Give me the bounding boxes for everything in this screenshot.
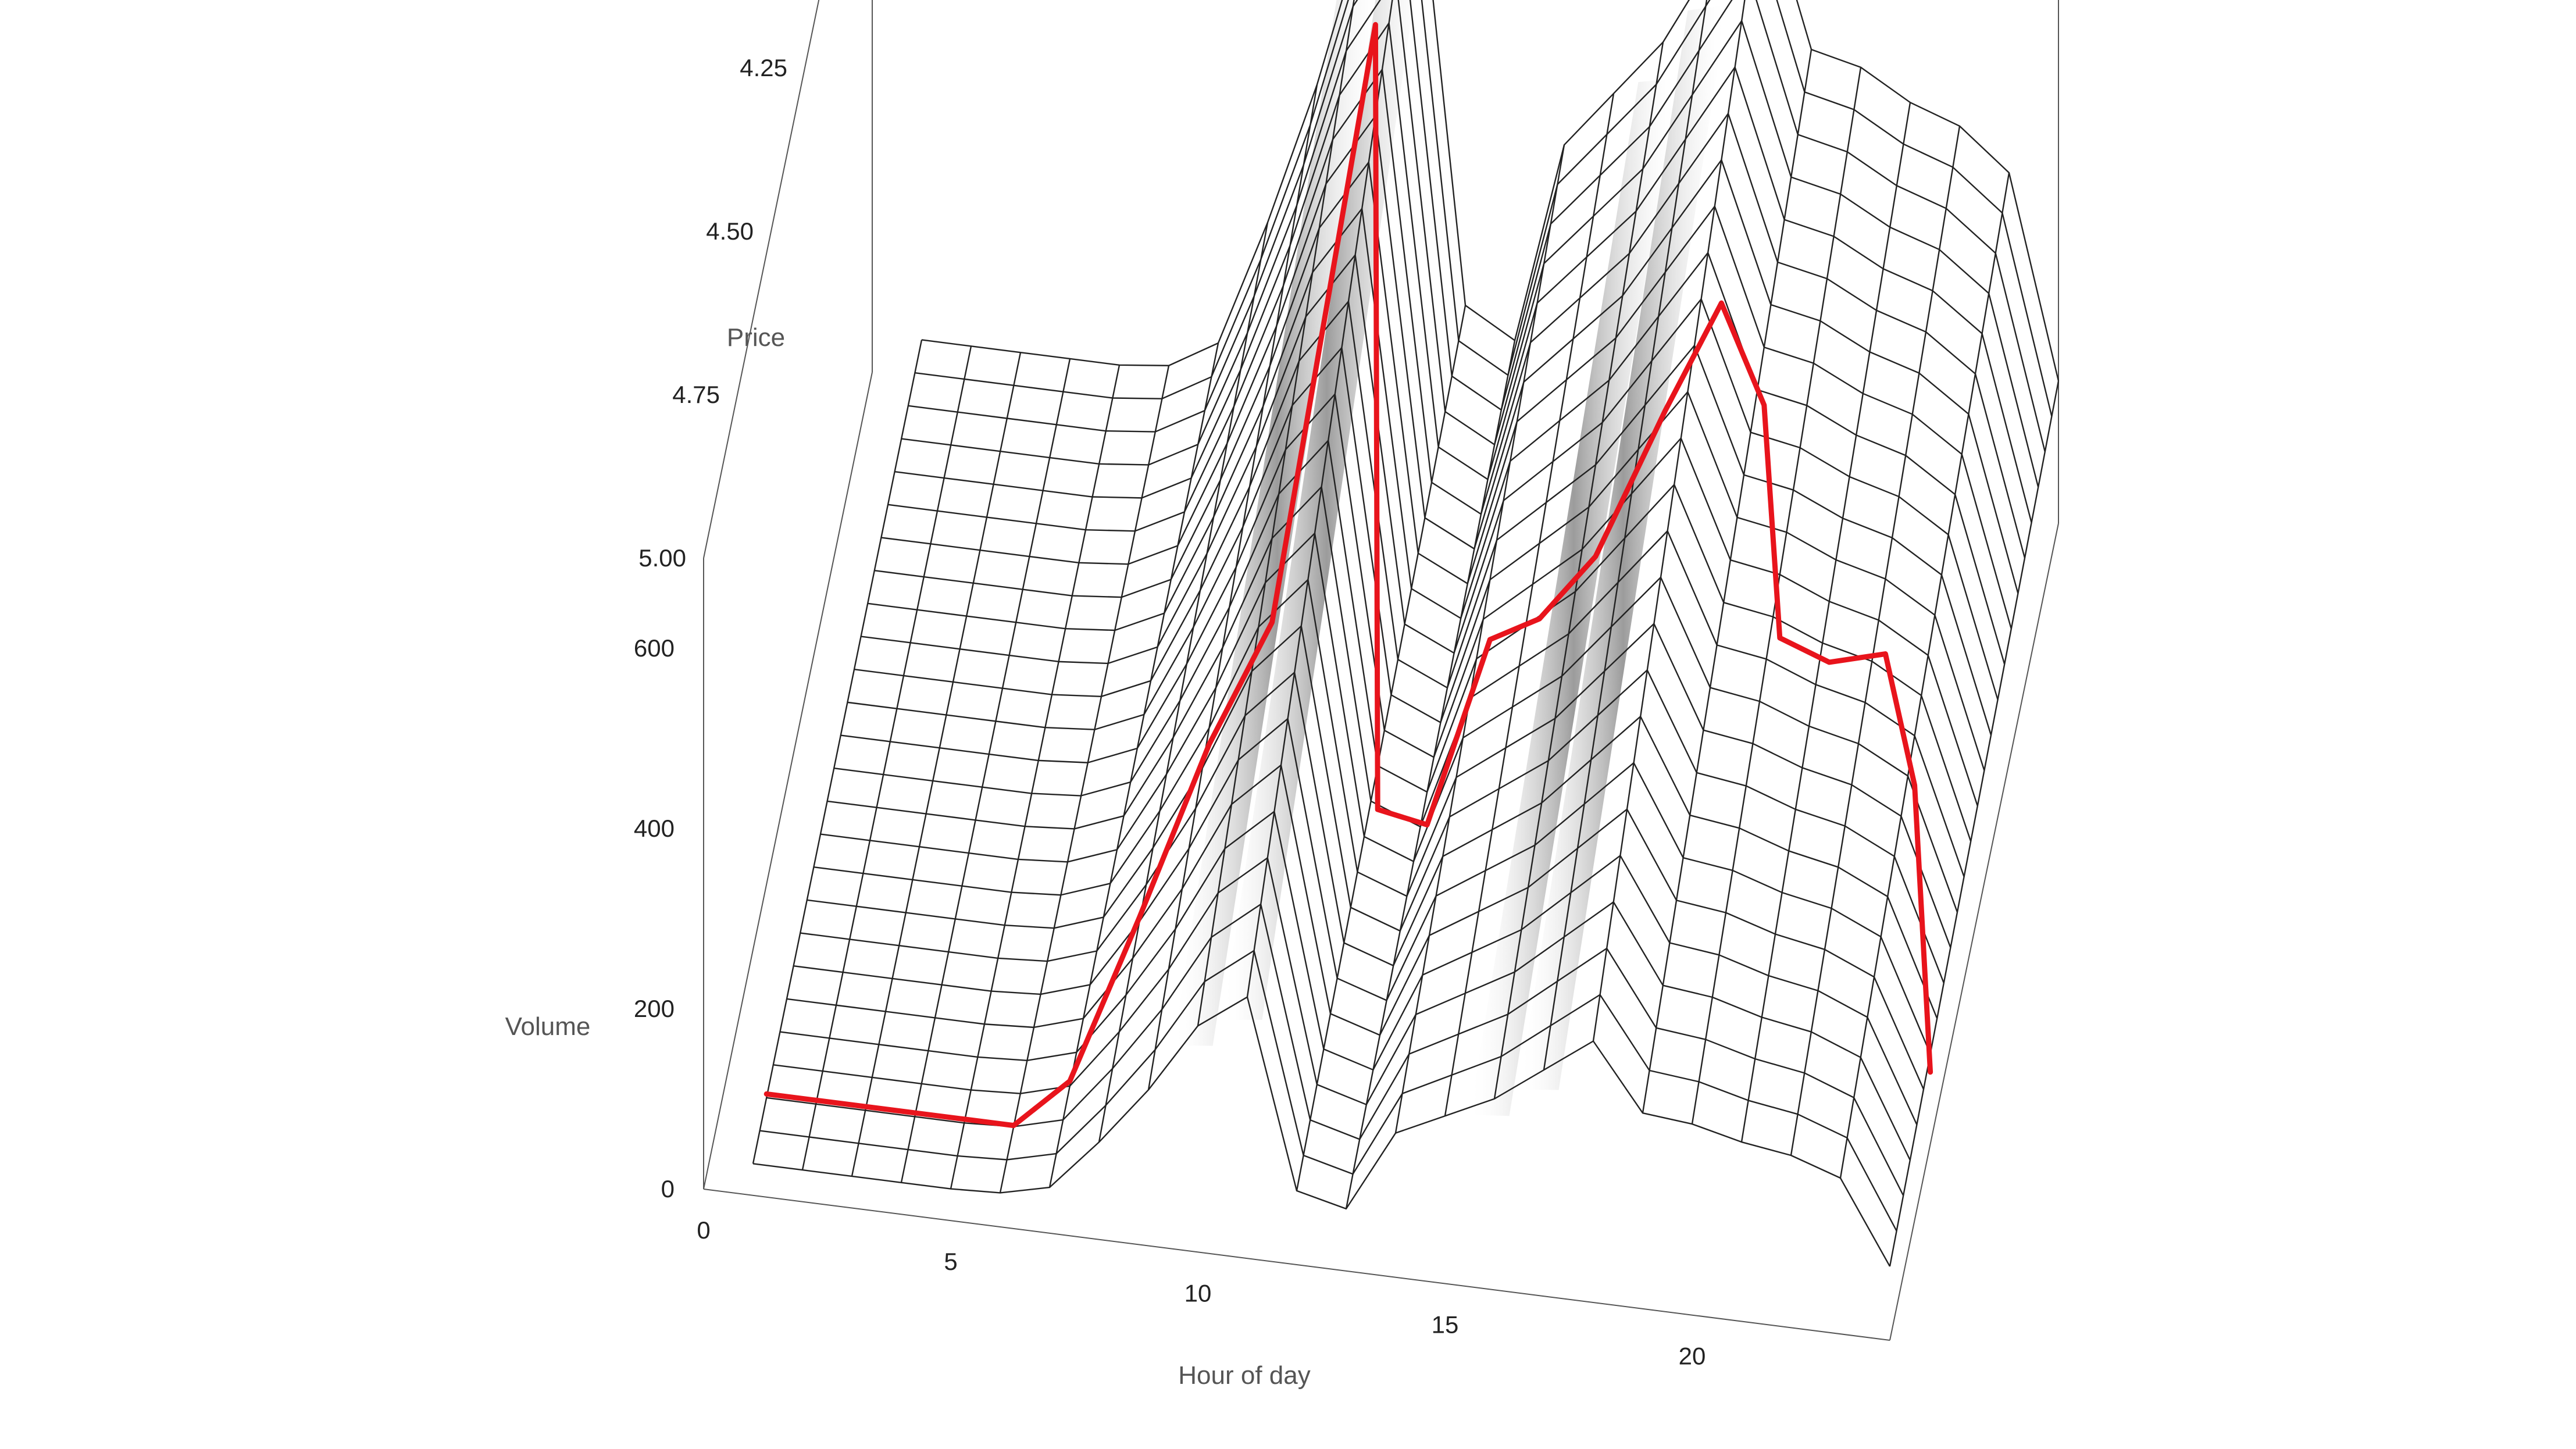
- mesh-row-4: [773, 857, 1911, 1161]
- mesh-column-11: [1246, 0, 1393, 997]
- mesh-row-11: [820, 532, 1958, 913]
- mesh-column-14: [1394, 144, 1565, 1133]
- x-tick-label: 15: [1432, 1311, 1459, 1339]
- x-tick-label: 0: [697, 1216, 710, 1244]
- mesh-column-24: [1889, 380, 2060, 1267]
- mesh-row-9: [807, 625, 1945, 984]
- mesh-column-18: [1592, 0, 1746, 1041]
- x-axis-title: Hour of day: [1178, 1361, 1310, 1390]
- mesh-column-9: [1147, 84, 1318, 1090]
- mesh-row-6: [786, 764, 1925, 1090]
- box-edge-left-bottom: [703, 372, 873, 1190]
- mesh-row-10: [814, 579, 1951, 948]
- mesh-row-26: [921, 0, 2060, 381]
- mesh-column-17: [1543, 0, 1708, 1070]
- mesh-column-23: [1839, 172, 2010, 1179]
- mesh-column-13: [1345, 340, 1516, 1209]
- y-tick-label: 4.50: [706, 217, 754, 245]
- highlight-line: [763, 22, 1933, 1129]
- mesh-column-2: [801, 346, 972, 1170]
- mesh-row-22: [894, 22, 2032, 523]
- mesh-column-10: [1197, 0, 1355, 1026]
- highlight-series: [763, 22, 1933, 1129]
- x-tick-label: 10: [1184, 1279, 1212, 1307]
- mesh-row-2: [759, 950, 1897, 1232]
- x-tick-label: 20: [1679, 1343, 1706, 1370]
- mesh-column-16: [1493, 42, 1664, 1099]
- mesh-column-3: [851, 352, 1022, 1177]
- box-edge-left-top: [703, 0, 820, 559]
- mesh-row-17: [861, 254, 1999, 700]
- mesh-column-4: [900, 358, 1071, 1183]
- mesh-row-25: [915, 0, 2053, 417]
- mesh-column-5: [950, 365, 1121, 1189]
- y-tick-label: 5.00: [638, 544, 686, 572]
- mesh-column-1: [752, 340, 923, 1164]
- mesh-row-3: [766, 903, 1904, 1196]
- mesh-row-5: [780, 811, 1918, 1125]
- z-tick-label: 0: [661, 1175, 675, 1202]
- mesh-column-22: [1790, 126, 1961, 1156]
- mesh-row-20: [881, 115, 2019, 594]
- mesh-row-16: [854, 301, 1992, 736]
- z-tick-label: 600: [634, 634, 675, 662]
- mesh-column-21: [1740, 102, 1911, 1143]
- mesh-row-23: [901, 0, 2039, 488]
- mesh-row-1: [752, 996, 1891, 1267]
- mesh-column-7: [1048, 342, 1219, 1188]
- z-axis-title: Volume: [505, 1012, 591, 1041]
- mesh-row-18: [868, 208, 2006, 665]
- box-edge-front-bottom: [703, 1189, 1890, 1341]
- tick-labels: 051015203.754.004.254.504.755.0002004006…: [634, 54, 1706, 1370]
- x-tick-label: 5: [944, 1248, 957, 1275]
- mesh-row-14: [840, 393, 1978, 806]
- mesh-row-7: [793, 718, 1931, 1054]
- z-tick-label: 400: [634, 815, 675, 842]
- y-tick-label: 4.25: [740, 54, 787, 81]
- mesh-row-24: [908, 0, 2046, 452]
- surface-mesh: [752, 0, 2060, 1267]
- mesh-column-15: [1444, 93, 1615, 1116]
- bounding-box: [703, 0, 2059, 1341]
- mesh-row-8: [800, 672, 1938, 1019]
- mesh-column-8: [1098, 222, 1269, 1143]
- z-tick-label: 200: [634, 995, 675, 1022]
- box-edge-right-bottom: [1889, 523, 2059, 1341]
- y-axis-title: Price: [727, 323, 785, 352]
- mesh-row-21: [887, 69, 2026, 558]
- mesh-row-15: [847, 347, 1985, 771]
- mesh-row-19: [874, 161, 2012, 629]
- y-tick-label: 4.75: [672, 381, 720, 408]
- mesh-column-12: [1296, 305, 1467, 1191]
- mesh-column-19: [1642, 49, 1813, 1113]
- mesh-column-6: [999, 365, 1170, 1193]
